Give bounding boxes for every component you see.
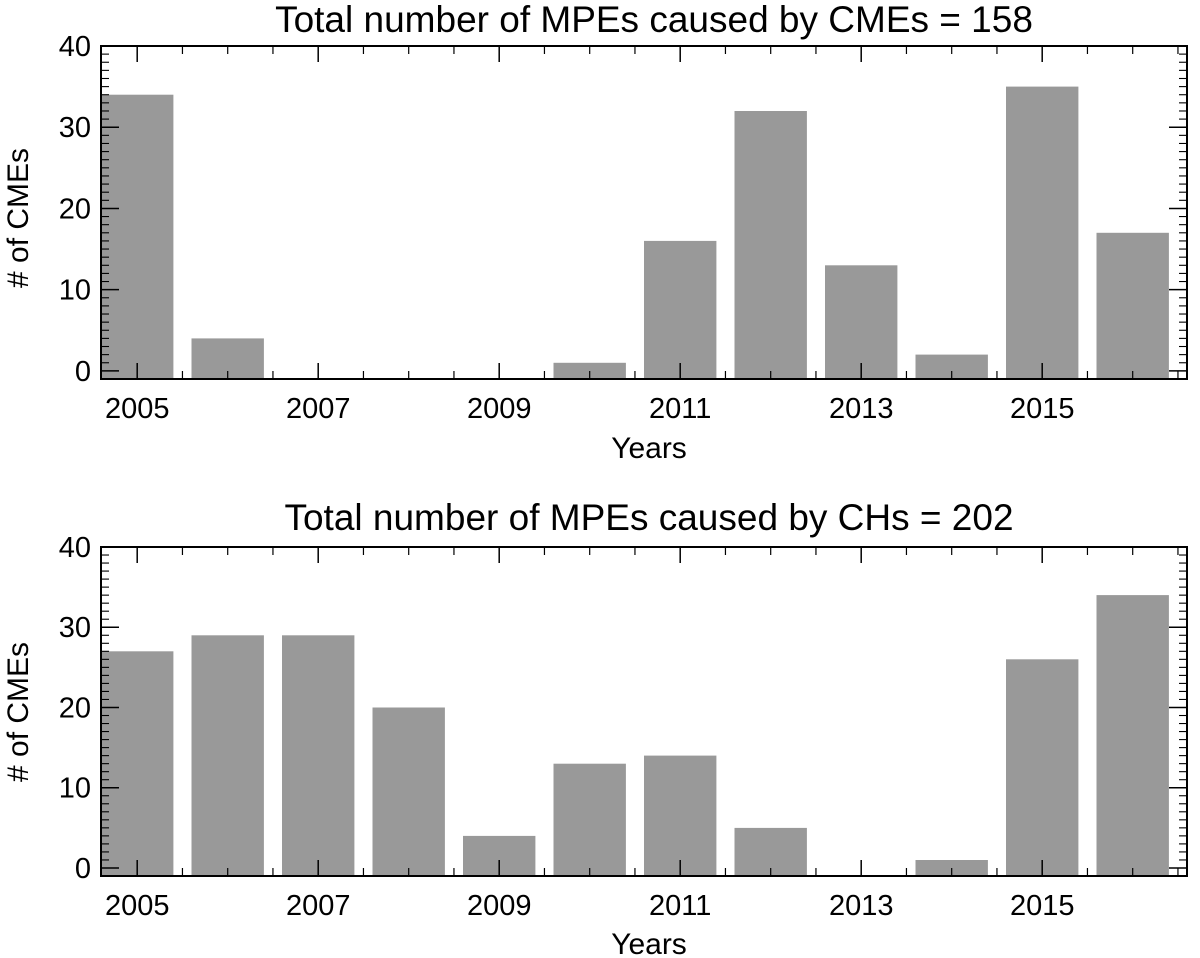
ch-chart-ylabel: # of CMEs bbox=[2, 642, 35, 782]
cme-axis-ticks: 2005 2007 2009 2011 2013 2015 0 10 20 30 40 bbox=[59, 31, 1187, 425]
cme-xtick-label-2009: 2009 bbox=[467, 393, 532, 425]
cme-ytick-label-40: 40 bbox=[59, 31, 91, 63]
ch-axis-ticks: 2005 2007 2009 2011 2013 2015 0 10 20 30 40 bbox=[59, 532, 1187, 922]
ch-xtick-label-2005: 2005 bbox=[105, 890, 170, 922]
ch-xtick-label-2009: 2009 bbox=[467, 890, 532, 922]
cme-bar-2016 bbox=[1096, 232, 1169, 379]
cme-xtick-label-2011: 2011 bbox=[649, 393, 711, 425]
ch-ytick-label-30: 30 bbox=[59, 612, 91, 644]
ch-xtick-label-2007: 2007 bbox=[286, 890, 351, 922]
cme-xtick-label-2007: 2007 bbox=[286, 393, 351, 425]
cme-bars bbox=[101, 86, 1169, 379]
cme-ytick-label-20: 20 bbox=[59, 193, 91, 225]
cme-xtick-label-2015: 2015 bbox=[1010, 393, 1075, 425]
ch-ytick-label-40: 40 bbox=[59, 532, 91, 564]
cme-bar-2010 bbox=[553, 362, 626, 379]
ch-plot-frame bbox=[100, 546, 1188, 877]
cme-bar-2015 bbox=[1006, 86, 1079, 379]
cme-chart-ylabel: # of CMEs bbox=[2, 148, 35, 288]
ch-chart-xlabel: Years bbox=[611, 928, 687, 958]
ch-bar-2010 bbox=[553, 763, 626, 876]
ch-bar-2016 bbox=[1096, 595, 1169, 876]
cme-xtick-label-2013: 2013 bbox=[829, 393, 894, 425]
ch-bar-2008 bbox=[372, 707, 445, 876]
cme-chart-xlabel: Years bbox=[611, 432, 687, 465]
ch-bar-2005 bbox=[101, 651, 174, 876]
ch-ytick-label-10: 10 bbox=[59, 773, 91, 805]
ch-chart-panel: Total number of MPEs caused by CHs = 202… bbox=[2, 497, 1188, 958]
ch-bar-2015 bbox=[1006, 659, 1079, 876]
cme-ytick-label-0: 0 bbox=[75, 356, 91, 388]
ch-ytick-label-20: 20 bbox=[59, 692, 91, 724]
cme-bar-2005 bbox=[101, 94, 174, 379]
ch-ytick-label-0: 0 bbox=[75, 853, 91, 885]
ch-bar-2012 bbox=[734, 827, 807, 876]
ch-bar-2006 bbox=[191, 635, 264, 876]
ch-xtick-label-2011: 2011 bbox=[649, 890, 711, 922]
ch-xtick-label-2013: 2013 bbox=[829, 890, 894, 922]
cme-chart-panel: Total number of MPEs caused by CMEs = 15… bbox=[2, 0, 1188, 465]
ch-bar-2007 bbox=[282, 635, 355, 876]
cme-xtick-label-2005: 2005 bbox=[105, 393, 170, 425]
cme-chart-title: Total number of MPEs caused by CMEs = 15… bbox=[275, 0, 1033, 40]
ch-chart-title: Total number of MPEs caused by CHs = 202 bbox=[284, 497, 1013, 538]
ch-xtick-label-2015: 2015 bbox=[1010, 890, 1075, 922]
cme-bar-2011 bbox=[644, 240, 717, 379]
ch-bars bbox=[101, 595, 1169, 876]
ch-bar-2011 bbox=[644, 755, 717, 876]
cme-plot-frame bbox=[100, 45, 1188, 380]
cme-bar-2013 bbox=[825, 265, 898, 379]
cme-ytick-label-10: 10 bbox=[59, 275, 91, 307]
cme-bar-2012 bbox=[734, 111, 807, 379]
cme-ytick-label-30: 30 bbox=[59, 112, 91, 144]
